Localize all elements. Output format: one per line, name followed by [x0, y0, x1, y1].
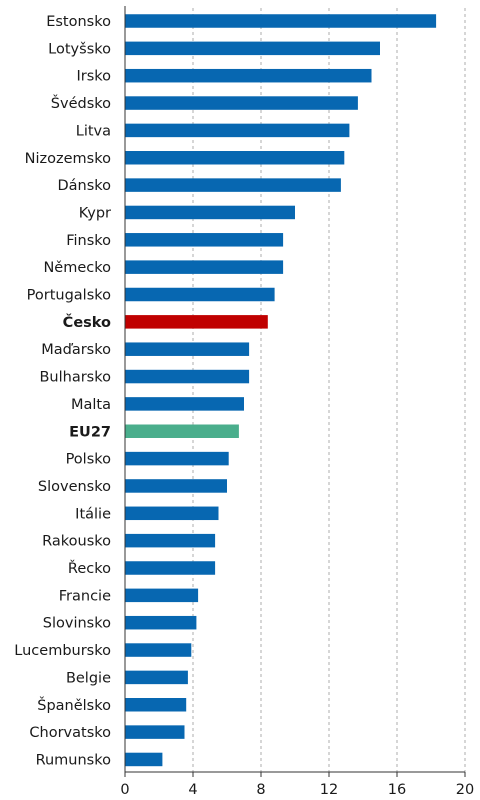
bar-19 [125, 533, 216, 548]
bar-22 [125, 615, 197, 630]
bar-3 [125, 96, 358, 110]
category-label-24: Belgie [66, 670, 111, 686]
category-label-16: Polsko [66, 452, 112, 468]
bar-20 [125, 561, 216, 575]
x-tick-label-20: 20 [456, 782, 474, 798]
bar-24 [125, 670, 188, 685]
bars-layer [125, 14, 437, 767]
bar-10 [125, 287, 275, 302]
bar-5 [125, 151, 345, 165]
bar-13 [125, 369, 250, 384]
bar-7 [125, 205, 295, 220]
bar-8 [125, 233, 284, 247]
bar-21 [125, 588, 199, 603]
bar-17 [125, 479, 227, 493]
category-label-17: Slovensko [38, 479, 111, 495]
category-label-5: Nizozemsko [25, 151, 111, 167]
x-tick-label-12: 12 [320, 782, 338, 798]
bar-14 [125, 397, 244, 411]
category-label-8: Finsko [66, 233, 111, 249]
category-label-20: Řecko [68, 560, 111, 577]
grid-layer [192, 8, 466, 772]
x-tick-label-8: 8 [256, 782, 265, 798]
bar-26 [125, 725, 185, 739]
category-label-2: Irsko [76, 69, 111, 85]
bar-2 [125, 68, 372, 83]
category-label-9: Německo [43, 260, 111, 276]
category-label-27: Rumunsko [36, 752, 112, 768]
category-label-0: Estonsko [46, 14, 111, 30]
category-label-13: Bulharsko [39, 370, 111, 386]
bar-9 [125, 260, 284, 274]
category-label-3: Švédsko [51, 94, 111, 112]
bar-27 [125, 752, 163, 767]
category-label-11: Česko [63, 313, 111, 331]
category-label-7: Kypr [79, 205, 111, 221]
bar-1 [125, 41, 380, 56]
bar-15 [125, 424, 239, 438]
category-label-23: Lucembursko [14, 643, 111, 659]
bar-6 [125, 178, 341, 192]
category-label-19: Rakousko [42, 534, 111, 550]
category-label-6: Dánsko [57, 178, 111, 194]
category-label-25: Španělsko [37, 696, 111, 714]
category-label-26: Chorvatsko [29, 725, 111, 741]
category-label-4: Litva [76, 123, 111, 139]
bar-0 [125, 14, 437, 28]
category-label-21: Francie [59, 588, 111, 604]
x-axis: 0 4 8 12 16 20 [120, 6, 474, 798]
x-tick-label-0: 0 [120, 782, 129, 798]
category-label-12: Maďarsko [41, 342, 111, 358]
bar-18 [125, 506, 219, 521]
bar-4 [125, 123, 350, 138]
bar-11 [125, 315, 268, 329]
bar-23 [125, 643, 192, 657]
category-label-15: EU27 [69, 424, 111, 440]
bar-25 [125, 698, 187, 712]
category-label-14: Malta [71, 397, 111, 413]
x-tick-label-4: 4 [188, 782, 197, 798]
category-label-10: Portugalsko [27, 288, 111, 304]
category-label-22: Slovinsko [43, 616, 111, 632]
bar-16 [125, 451, 229, 466]
category-label-1: Lotyšsko [48, 41, 111, 57]
category-label-18: Itálie [75, 506, 111, 522]
category-labels: Estonsko Lotyšsko Irsko Švédsko Litva Nizozem… [14, 14, 111, 768]
bar-12 [125, 342, 250, 356]
x-tick-label-16: 16 [388, 782, 406, 798]
